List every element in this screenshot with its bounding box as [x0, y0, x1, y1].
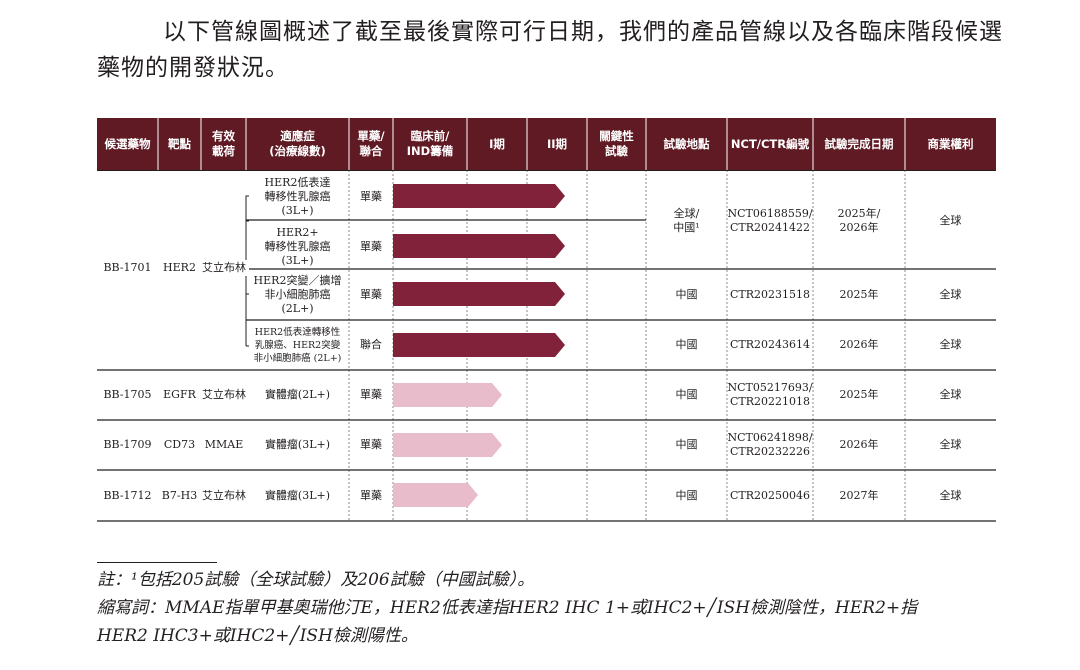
- regimen-cell: 單藥: [360, 438, 382, 451]
- location-cell: 中國: [675, 288, 698, 301]
- footnote-1: 註：¹包括205試驗（全球試驗）及206試驗（中國試驗）。: [97, 570, 535, 590]
- row-dividers: [97, 170, 996, 522]
- location-cell: 中國: [675, 338, 698, 351]
- regimen-cell: 單藥: [360, 388, 382, 401]
- location-cell: 中國: [675, 388, 698, 401]
- abbreviations-line-2: HER2 IHC3+或IHC2+╱ISH檢測陽性。: [97, 626, 418, 646]
- progress-arrow: [393, 433, 502, 457]
- header-indication: 適應症 (治療線數): [269, 129, 326, 158]
- candidate-payload: 艾立布林: [202, 488, 246, 502]
- header-pivotal: 關鍵性 試驗: [599, 129, 634, 158]
- rights-cell: 全球: [939, 438, 962, 451]
- header-phase1: I期: [489, 136, 505, 151]
- candidate-name: BB-1701: [103, 261, 152, 274]
- intro-paragraph: 以下管線圖概述了截至最後實際可行日期，我們的產品管線以及各臨床階段候選 藥物的開…: [97, 14, 1007, 86]
- nct-cell: NCT06188559/CTR20241422: [727, 207, 813, 234]
- abbreviations-line-1: 縮寫詞：MMAE指單甲基奧瑞他汀E，HER2低表達指HER2 IHC 1+或IH…: [97, 598, 918, 618]
- regimen-cell: 聯合: [360, 338, 382, 351]
- rights-cell: 全球: [939, 388, 962, 401]
- candidate-payload: 艾立布林: [202, 388, 246, 401]
- indication-cell: 實體瘤(2L+): [264, 388, 331, 401]
- nct-cell: CTR20250046: [729, 488, 811, 502]
- location-cell: 中國: [675, 438, 698, 451]
- progress-arrow: [393, 483, 478, 507]
- completion-cell: 2026年: [839, 338, 879, 351]
- completion-cell: 2025年: [839, 288, 879, 301]
- completion-cell: 2026年: [839, 438, 879, 451]
- header-phase2: II期: [546, 136, 568, 151]
- footnotes: 註：¹包括205試驗（全球試驗）及206試驗（中國試驗）。 縮寫詞：MMAE指單…: [97, 566, 1007, 650]
- nct-cell: NCT05217693/CTR20221018: [727, 381, 813, 408]
- intro-line-1: 以下管線圖概述了截至最後實際可行日期，我們的產品管線以及各臨床階段候選: [163, 19, 1003, 45]
- candidate-target: CD73: [163, 438, 196, 451]
- header-background: [97, 118, 996, 170]
- indication-cell: HER2低表達轉移性 乳腺癌、HER2突變 非小細胞肺癌 (2L+): [253, 326, 342, 364]
- header-completion: 試驗完成日期: [824, 136, 894, 151]
- progress-arrow: [393, 282, 565, 306]
- regimen-cell: 單藥: [360, 190, 382, 203]
- candidate-payload: 艾立布林: [199, 260, 249, 276]
- header-dividers: [157, 118, 906, 170]
- indication-bracket: [245, 195, 249, 347]
- nct-cell: NCT06241898/CTR20232226: [727, 431, 813, 458]
- progress-arrow: [393, 333, 565, 357]
- indication-cell: HER2突變／擴增 非小細胞肺癌 (2L+): [253, 274, 342, 315]
- progress-arrow: [393, 234, 565, 258]
- candidate-target: EGFR: [163, 388, 196, 401]
- regimen-cell: 單藥: [360, 488, 382, 502]
- candidate-name: BB-1712: [103, 488, 152, 502]
- completion-cell: 2025年: [839, 388, 879, 401]
- footnote-divider: [97, 562, 217, 563]
- indication-cell: 實體瘤(3L+): [264, 438, 331, 451]
- indication-cell: HER2+ 轉移性乳腺癌 (3L+): [264, 226, 331, 267]
- candidate-name: BB-1705: [103, 388, 152, 401]
- header-regimen: 單藥/聯合: [357, 129, 385, 158]
- candidate-target: HER2: [163, 261, 196, 274]
- location-cell: 中國: [675, 488, 698, 502]
- rights-cell: 全球: [939, 488, 962, 502]
- header-nct: NCT/CTR編號: [730, 136, 810, 151]
- candidate-target: B7-H3: [161, 488, 198, 502]
- rights-cell: 全球: [939, 288, 962, 301]
- header-candidate: 候選藥物: [104, 136, 151, 151]
- header-location: 試驗地點: [663, 136, 710, 151]
- intro-line-2: 藥物的開發狀況。: [97, 55, 289, 81]
- nct-cell: CTR20243614: [729, 338, 811, 351]
- rights-cell: 全球: [939, 338, 962, 351]
- regimen-cell: 單藥: [360, 240, 382, 253]
- nct-cell: CTR20231518: [729, 288, 811, 301]
- header-payload: 有效 載荷: [212, 129, 235, 158]
- indication-cell: 實體瘤(3L+): [264, 488, 331, 502]
- candidate-payload: MMAE: [204, 438, 244, 451]
- pipeline-table: 候選藥物 靶點 有效 載荷 適應症 (治療線數) 單藥/聯合 臨床前/IND籌備 I…: [97, 118, 996, 522]
- completion-cell: 2025年/2026年: [837, 207, 881, 234]
- location-cell: 全球/中國¹: [673, 207, 700, 234]
- indication-cell: HER2低表達 轉移性乳腺癌 (3L+): [264, 176, 331, 217]
- completion-cell: 2027年: [839, 488, 879, 502]
- progress-arrow: [393, 383, 502, 407]
- progress-arrow: [393, 184, 565, 208]
- bb1701-bracket: [245, 195, 249, 347]
- regimen-cell: 單藥: [360, 288, 382, 301]
- header-preclinical: 臨床前/IND籌備: [406, 129, 454, 158]
- header-rights: 商業權利: [927, 136, 974, 151]
- rights-cell: 全球: [939, 214, 962, 227]
- progress-arrows: [393, 184, 565, 507]
- candidate-name: BB-1709: [103, 438, 152, 451]
- header-target: 靶點: [168, 136, 191, 151]
- pipeline-grid: [97, 118, 996, 522]
